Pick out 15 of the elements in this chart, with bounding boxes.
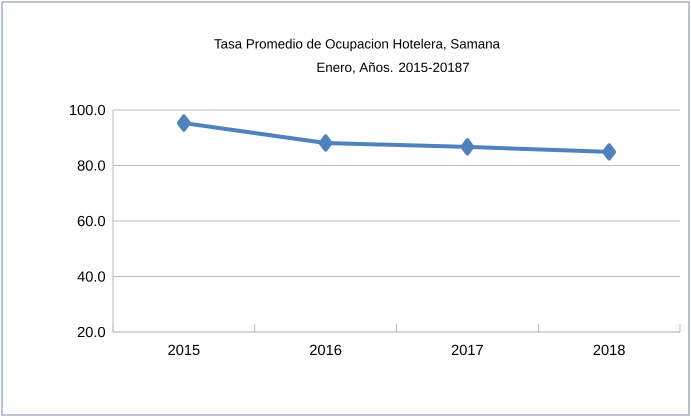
y-tick-label: 40.0 <box>77 271 106 282</box>
x-tick-label: 2015 <box>168 344 200 356</box>
point <box>318 134 333 152</box>
chart-title: Tasa Promedio de Ocupacion Hotelera, Samana <box>214 38 500 52</box>
y-tick-label: 100.0 <box>70 104 106 116</box>
x-tick-label: 2016 <box>310 344 342 356</box>
x-tick-label: 2018 <box>594 344 625 356</box>
point <box>176 114 191 132</box>
point <box>602 143 616 161</box>
point <box>460 138 474 156</box>
x-tick-label: 2017 <box>452 344 483 356</box>
chart-subtitle: Enero, Años. 2015-20187 <box>317 62 469 74</box>
y-tick-label: 80.0 <box>78 160 106 171</box>
y-tick-label: 60.0 <box>78 216 106 226</box>
y-tick-label: 20.0 <box>78 326 106 338</box>
